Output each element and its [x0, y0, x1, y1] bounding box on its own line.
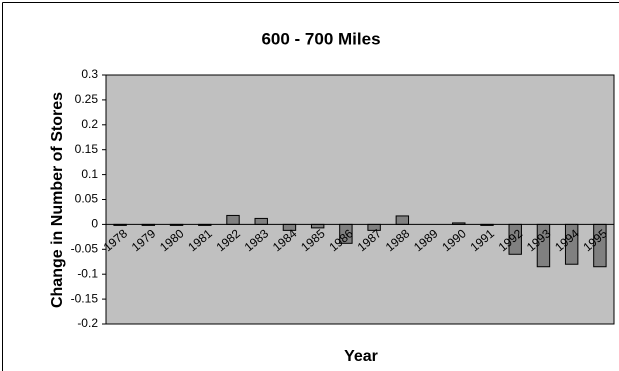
bar [226, 214, 240, 225]
bar [254, 217, 268, 225]
y-tick-label: 0.05 [75, 192, 99, 206]
y-axis-title: Change in Number of Stores [49, 92, 66, 308]
plot-area [105, 74, 615, 325]
y-tick-label: 0 [91, 217, 98, 231]
y-tick-label: -0.05 [71, 241, 99, 255]
y-tick-label: 0.15 [75, 142, 99, 156]
y-tick-label: 0.3 [81, 67, 98, 81]
chart-title: 600 - 700 Miles [261, 29, 380, 48]
y-tick-label: -0.1 [77, 266, 98, 280]
bar [395, 215, 410, 225]
y-tick-label: 0.2 [81, 117, 98, 131]
y-tick-label: -0.15 [71, 291, 99, 305]
y-tick-label: 0.25 [75, 92, 99, 106]
x-axis-title: Year [344, 348, 378, 365]
y-tick-label: 0.1 [81, 167, 98, 181]
y-tick-label: -0.2 [77, 316, 98, 330]
